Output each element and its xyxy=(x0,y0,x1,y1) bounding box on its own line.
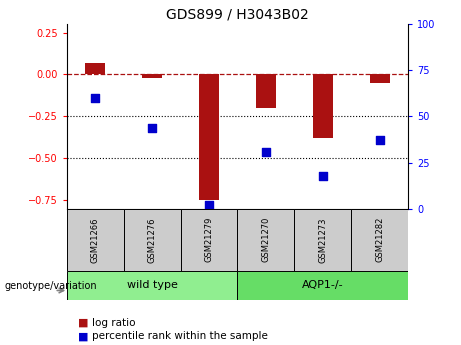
Text: genotype/variation: genotype/variation xyxy=(5,281,97,290)
Text: wild type: wild type xyxy=(127,280,177,290)
Bar xyxy=(181,209,237,271)
Bar xyxy=(199,75,219,200)
Point xyxy=(205,202,213,208)
Bar xyxy=(85,63,105,75)
Text: log ratio: log ratio xyxy=(92,318,136,327)
Point xyxy=(92,95,99,101)
Bar xyxy=(67,271,237,300)
Text: AQP1-/-: AQP1-/- xyxy=(302,280,343,290)
Bar xyxy=(351,209,408,271)
Text: ■: ■ xyxy=(78,318,89,327)
Point xyxy=(319,173,326,178)
Point xyxy=(376,138,383,143)
Bar xyxy=(142,75,162,78)
Point xyxy=(148,125,156,130)
Text: GSM21270: GSM21270 xyxy=(261,217,270,263)
Text: ■: ■ xyxy=(78,332,89,341)
Bar xyxy=(237,209,294,271)
Text: GSM21266: GSM21266 xyxy=(91,217,100,263)
Text: percentile rank within the sample: percentile rank within the sample xyxy=(92,332,268,341)
Bar xyxy=(370,75,390,83)
Title: GDS899 / H3043B02: GDS899 / H3043B02 xyxy=(166,8,309,22)
Text: GSM21276: GSM21276 xyxy=(148,217,157,263)
Point xyxy=(262,149,270,154)
Bar xyxy=(313,75,333,138)
Bar xyxy=(67,209,124,271)
Bar xyxy=(294,209,351,271)
Bar xyxy=(124,209,181,271)
Text: GSM21279: GSM21279 xyxy=(205,217,213,263)
Text: GSM21282: GSM21282 xyxy=(375,217,384,263)
Bar xyxy=(256,75,276,108)
Bar xyxy=(237,271,408,300)
Text: GSM21273: GSM21273 xyxy=(318,217,327,263)
